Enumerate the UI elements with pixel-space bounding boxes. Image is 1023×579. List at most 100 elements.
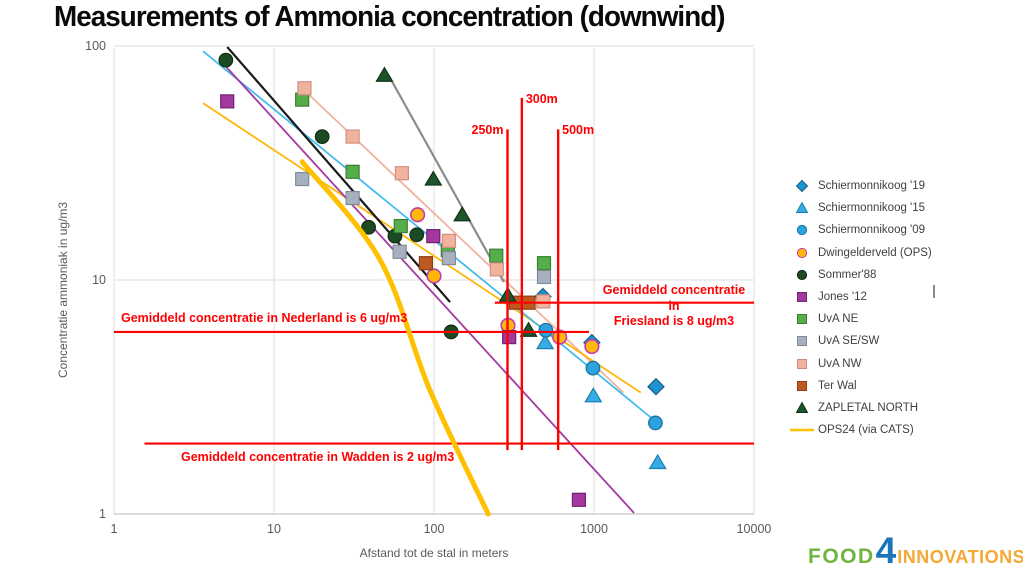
data-point bbox=[536, 294, 551, 309]
legend-item: Ter Wal bbox=[790, 375, 932, 397]
data-point bbox=[426, 268, 442, 284]
data-point bbox=[375, 66, 394, 82]
legend-label: Schiermonnikoog '09 bbox=[818, 224, 926, 237]
data-point bbox=[584, 387, 603, 403]
legend-label: Jones '12 bbox=[818, 291, 867, 304]
data-point bbox=[441, 251, 457, 266]
data-point bbox=[453, 206, 472, 222]
data-point bbox=[295, 171, 310, 187]
data-point bbox=[345, 164, 360, 179]
legend-item: OPS24 (via CATS) bbox=[790, 419, 932, 441]
data-point bbox=[536, 333, 555, 350]
data-point bbox=[361, 219, 376, 235]
axis-tick-label: 1000 bbox=[580, 522, 608, 536]
data-point bbox=[314, 129, 330, 145]
data-point bbox=[345, 129, 360, 144]
logo: FOOD 4 INNOVATIONS bbox=[808, 530, 1023, 572]
legend-label: ZAPLETAL NORTH bbox=[818, 401, 919, 414]
axis-tick-label: 100 bbox=[85, 39, 106, 53]
square-legend-icon bbox=[790, 357, 814, 371]
distance-label: 500m bbox=[562, 123, 595, 138]
trend-line bbox=[202, 102, 642, 394]
legend-label: UvA NE bbox=[818, 313, 859, 326]
data-point bbox=[585, 360, 601, 376]
data-point bbox=[426, 229, 441, 244]
logo-food-text: FOOD bbox=[808, 545, 875, 568]
axis-tick-label: 10 bbox=[92, 273, 106, 287]
distance-label: 250m bbox=[471, 123, 504, 138]
axis-tick-label: 10 bbox=[267, 522, 281, 536]
square-legend-icon bbox=[790, 334, 814, 348]
data-point bbox=[409, 227, 425, 243]
legend-item: UvA NW bbox=[790, 353, 932, 375]
page-title: Measurements of Ammonia concentration (d… bbox=[54, 1, 726, 33]
legend-label: Schiermonnikoog '19 bbox=[818, 180, 926, 193]
ops24-curve bbox=[299, 159, 491, 517]
legend-item: ZAPLETAL NORTH bbox=[790, 397, 932, 419]
legend-label: Ter Wal bbox=[818, 379, 857, 392]
logo-innovations-text: INNOVATIONS bbox=[897, 547, 1023, 567]
data-point bbox=[220, 94, 235, 109]
data-point bbox=[410, 207, 426, 223]
legend-label: UvA NW bbox=[818, 357, 862, 370]
triangle-legend-icon bbox=[790, 401, 814, 415]
data-point bbox=[218, 52, 234, 68]
annotation-wadden: Gemiddeld concentratie in Wadden is 2 ug… bbox=[181, 450, 455, 464]
legend-label: Sommer'88 bbox=[818, 268, 877, 281]
data-point bbox=[538, 322, 554, 338]
data-point bbox=[345, 190, 360, 206]
square-legend-icon bbox=[790, 290, 814, 304]
circle-legend-icon bbox=[790, 246, 814, 260]
data-point bbox=[536, 256, 552, 271]
data-point bbox=[393, 218, 408, 234]
annotation-nederland: Gemiddeld concentratie in Nederland is 6… bbox=[121, 311, 408, 325]
data-point bbox=[647, 377, 665, 396]
data-point bbox=[571, 492, 587, 507]
data-point bbox=[441, 233, 457, 248]
data-point bbox=[648, 415, 663, 431]
legend-item: Jones '12 bbox=[790, 286, 932, 308]
legend-item: Schiermonnikoog '19 bbox=[790, 175, 932, 197]
legend: Schiermonnikoog '19 Schiermonnikoog '15 Sc… bbox=[790, 175, 932, 441]
data-point bbox=[418, 256, 434, 271]
logo-four-text: 4 bbox=[875, 530, 897, 571]
data-point bbox=[536, 269, 552, 285]
axis-tick-label: 10000 bbox=[736, 522, 772, 536]
line-legend-icon bbox=[790, 423, 814, 437]
data-point bbox=[648, 453, 667, 470]
legend-item: UvA NE bbox=[790, 308, 932, 330]
circle-legend-icon bbox=[790, 223, 814, 237]
legend-item: UvA SE/SW bbox=[790, 330, 932, 352]
legend-label: Schiermonnikoog '15 bbox=[818, 202, 926, 215]
data-point bbox=[424, 170, 443, 186]
distance-label: 300m bbox=[525, 91, 558, 106]
legend-item: Sommer'88 bbox=[790, 264, 932, 286]
legend-item: Dwingelderveld (OPS) bbox=[790, 242, 932, 264]
trend-line bbox=[387, 74, 505, 283]
axis-tick-label: 100 bbox=[423, 522, 445, 536]
legend-label: OPS24 (via CATS) bbox=[818, 424, 914, 437]
axis-tick-label: 1 bbox=[110, 522, 118, 536]
y-axis-title: Concentratie ammoniak in ug/m3 bbox=[56, 201, 70, 379]
data-point bbox=[584, 338, 600, 355]
trend-line bbox=[223, 64, 635, 514]
text-cursor-artifact bbox=[933, 285, 935, 298]
trend-line bbox=[226, 46, 451, 303]
annotation-friesland-line2: Friesland is 8 ug/m3 bbox=[613, 314, 735, 328]
data-point bbox=[489, 248, 504, 263]
data-point bbox=[552, 329, 568, 345]
legend-item: Schiermonnikoog '15 bbox=[790, 197, 932, 219]
data-point bbox=[297, 81, 312, 96]
diamond-legend-icon bbox=[790, 179, 814, 193]
data-point bbox=[392, 244, 407, 259]
triangle-legend-icon bbox=[790, 201, 814, 215]
legend-label: Dwingelderveld (OPS) bbox=[818, 246, 932, 259]
x-axis-title: Afstand tot de stal in meters bbox=[359, 546, 509, 560]
square-legend-icon bbox=[790, 379, 814, 393]
data-point bbox=[502, 330, 517, 345]
legend-label: UvA SE/SW bbox=[818, 335, 880, 348]
circle-legend-icon bbox=[790, 268, 814, 282]
data-point bbox=[394, 166, 409, 181]
